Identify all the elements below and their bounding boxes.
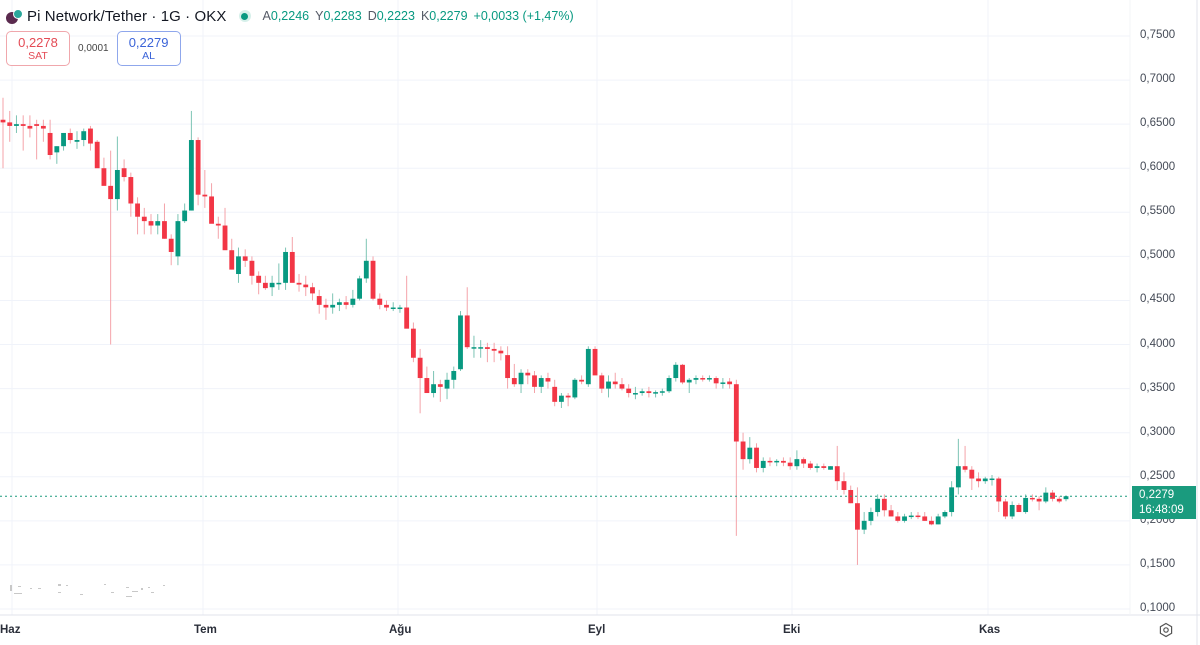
settings-hexagon-icon[interactable] [1158,622,1174,638]
live-status-dot-icon [238,10,251,22]
price-axis-label: 0,5500 [1140,205,1176,218]
price-axis-label: 0,5000 [1140,249,1176,262]
symbol-legend: Pi Network/Tether · 1G · OKX A0,2246 Y0,… [6,5,574,27]
ohlc-open: A0,2246 [262,9,310,23]
candles [0,97,1069,565]
price-axis-label: 0,1500 [1140,557,1176,570]
ohlc-high: Y0,2283 [315,9,362,23]
bar-countdown: 16:48:09 [1139,504,1184,517]
symbol-title[interactable]: Pi Network/Tether · 1G · OKX [27,7,227,25]
time-axis-label: Haz [0,624,21,636]
price-axis-label: 0,7000 [1140,73,1176,86]
time-axis-label: Eyl [588,624,606,636]
price-axis-label: 0,4500 [1140,293,1176,306]
ohlc-values: A0,2246 Y0,2283 D0,2223 K0,2279 +0,0033 … [263,9,574,23]
sell-price: 0,2278 [18,34,58,50]
ohlc-low: D0,2223 [367,9,415,23]
grid-lines [0,0,1130,615]
price-change: +0,0033 (+1,47%) [473,9,574,23]
buy-label: AL [142,49,156,62]
faded-watermark [10,584,165,597]
ohlc-close: K0,2279 [420,9,468,23]
buy-button[interactable]: 0,2279 AL [116,31,181,66]
price-axis-label: 0,6500 [1140,117,1176,130]
pi-network-logo-icon [6,8,23,24]
time-axis-label: Kas [979,624,1001,636]
trade-buttons: 0,2278 SAT 0,0001 0,2279 AL [6,31,181,66]
sell-button[interactable]: 0,2278 SAT [6,31,70,66]
time-axis-label: Ağu [389,624,412,636]
price-axis-label: 0,3000 [1140,425,1176,438]
time-axis-label: Tem [194,624,217,636]
price-axis-label: 0,7500 [1140,29,1176,41]
time-axis-label: Eki [783,624,801,636]
last-price-tag: 0,2279 16:48:09 [1132,486,1196,520]
price-axis-label: 0,2500 [1140,469,1176,482]
price-axis-label: 0,3500 [1140,381,1176,394]
buy-price: 0,2279 [128,34,169,50]
last-price-value: 0,2279 [1139,489,1175,502]
price-axis-label: 0,6000 [1140,161,1176,174]
price-axis-label: 0,4000 [1140,337,1176,350]
price-axis-label: 0,1000 [1140,602,1176,614]
spread-value: 0,0001 [78,43,109,54]
sell-label: SAT [28,49,48,62]
